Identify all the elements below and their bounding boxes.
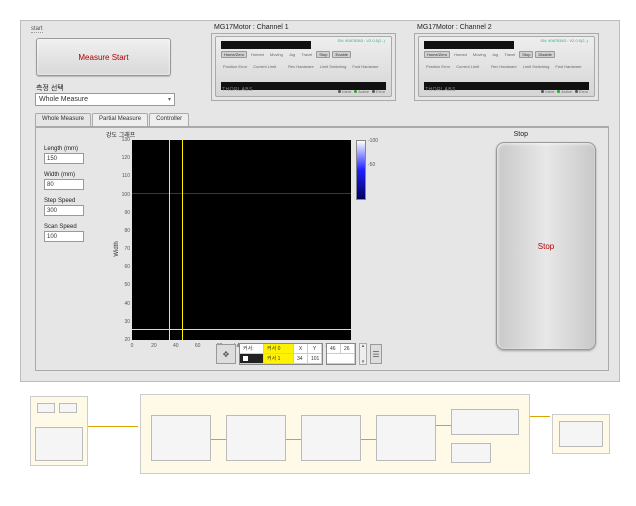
mode-section-label: 측정 선택 bbox=[36, 83, 64, 93]
active-led: Active bbox=[561, 89, 572, 94]
bd-panel-3 bbox=[552, 414, 610, 454]
cursor-header: 커서: bbox=[240, 344, 264, 354]
homed-led-label: Homed bbox=[249, 51, 266, 58]
stop-section-label: Stop bbox=[514, 131, 528, 138]
pan-tool-icon[interactable]: ✥ bbox=[216, 344, 236, 364]
tabs-container: Whole Measure Partial Measure Controller… bbox=[35, 113, 609, 371]
pos-error-label: Position Error bbox=[221, 63, 249, 70]
scan-speed-input[interactable]: 100 bbox=[44, 231, 84, 242]
active-led: Active bbox=[358, 89, 369, 94]
limit-sw-label: Limit Switching bbox=[521, 63, 552, 70]
bd-panel-1 bbox=[30, 396, 88, 466]
home-button[interactable]: Home/Zero bbox=[424, 51, 450, 58]
mode-select[interactable]: Whole Measure ▾ bbox=[35, 93, 175, 106]
inputs-panel: Length (mm) 150 Width (mm) 80 Step Speed… bbox=[44, 146, 99, 250]
error-led: Error bbox=[376, 89, 385, 94]
measure-start-button[interactable]: Measure Start bbox=[36, 38, 171, 76]
cursor-extra: 4626 bbox=[326, 343, 356, 365]
tab-body: Length (mm) 150 Width (mm) 80 Step Speed… bbox=[35, 127, 609, 371]
motor1-body: SN: 90878363 : V2.0.5(2..) Home/Zero Hom… bbox=[215, 36, 392, 97]
homed-led-label: Homed bbox=[452, 51, 469, 58]
motor1-brand: THORLABS bbox=[222, 87, 253, 93]
motor2-serial: SN: 90878363 : V2.0.5(2..) bbox=[540, 38, 588, 43]
current-limit-label: Current Limit bbox=[251, 63, 278, 70]
cursor-col-x: X bbox=[294, 344, 308, 354]
jog-label: Jog bbox=[287, 51, 297, 58]
cursor-row-1-name: 커서 1 bbox=[264, 354, 294, 364]
main-panel: start Measure Start 측정 선택 Whole Measure … bbox=[20, 20, 620, 382]
chart-tools: ✥ 커서: 커서 0 X Y 커서 1 34 101 bbox=[216, 342, 396, 366]
measure-start-label: Measure Start bbox=[78, 53, 128, 62]
ident-led: Ident bbox=[545, 89, 554, 94]
motor2-body: SN: 90878363 : V2.0.5(2..) Home/Zero Hom… bbox=[418, 36, 595, 97]
start-label: start bbox=[31, 26, 43, 33]
cursor-table: 커서: 커서 0 X Y 커서 1 34 101 bbox=[239, 343, 323, 365]
limit-sw-label: Limit Switching bbox=[318, 63, 349, 70]
motor2-brand: THORLABS bbox=[425, 87, 456, 93]
stop-button[interactable]: Stop bbox=[316, 51, 330, 58]
rev-hw-label: Rev Hardware bbox=[489, 63, 519, 70]
pos-error-label: Position Error bbox=[424, 63, 452, 70]
mode-select-value: Whole Measure bbox=[39, 96, 88, 103]
step-speed-label: Step Speed bbox=[44, 198, 99, 204]
motor1-row2: Position Error Current Limit Rev Hardwar… bbox=[221, 63, 386, 70]
motor1-leds: Ident Active Error bbox=[338, 89, 385, 94]
motor2-title: MG17Motor : Channel 2 bbox=[417, 24, 492, 31]
motor2-display bbox=[424, 41, 514, 49]
chart-title: 강도 그래프 bbox=[106, 130, 135, 139]
fwd-hw-label: Fwd Hardware bbox=[350, 63, 380, 70]
enable-button[interactable]: Enable bbox=[332, 51, 350, 58]
tab-controller[interactable]: Controller bbox=[149, 113, 189, 126]
cursor-0-x: 34 bbox=[294, 354, 308, 364]
motor2-row2: Position Error Current Limit Rev Hardwar… bbox=[424, 63, 589, 70]
stop-button-text: Stop bbox=[538, 242, 554, 251]
length-label: Length (mm) bbox=[44, 146, 99, 152]
tab-whole-measure[interactable]: Whole Measure bbox=[35, 113, 91, 126]
stop-button-large[interactable]: Stop bbox=[496, 142, 596, 350]
ident-led: Ident bbox=[342, 89, 351, 94]
block-diagram-strip bbox=[20, 386, 620, 486]
width-input[interactable]: 80 bbox=[44, 179, 84, 190]
cursor-col-y: Y bbox=[308, 344, 322, 354]
y-axis: 2030405060708090100110120130 bbox=[116, 140, 131, 340]
colorbar-max: -100 bbox=[368, 138, 378, 144]
colorbar-labels: -100 -50 bbox=[368, 138, 378, 186]
scan-speed-label: Scan Speed bbox=[44, 224, 99, 230]
error-led: Error bbox=[579, 89, 588, 94]
tool-options-icon[interactable]: ☰ bbox=[370, 344, 382, 364]
stop-button[interactable]: Stop bbox=[519, 51, 533, 58]
length-input[interactable]: 150 bbox=[44, 153, 84, 164]
dropdown-arrow-icon: ▾ bbox=[168, 96, 171, 103]
motor2-leds: Ident Active Error bbox=[541, 89, 588, 94]
fwd-hw-label: Fwd Hardware bbox=[553, 63, 583, 70]
travel-label: Travel bbox=[502, 51, 517, 58]
motor2-row1: Home/Zero Homed Moving Jog Travel Stop D… bbox=[424, 51, 589, 58]
tab-partial-measure[interactable]: Partial Measure bbox=[92, 113, 148, 126]
bd-panel-2 bbox=[140, 394, 530, 474]
width-label: Width (mm) bbox=[44, 172, 99, 178]
chart-area: Width 2030405060708090100110120130 Lengt… bbox=[116, 140, 351, 358]
home-button[interactable]: Home/Zero bbox=[221, 51, 247, 58]
motor1-title: MG17Motor : Channel 1 bbox=[214, 24, 289, 31]
colorbar bbox=[356, 140, 366, 200]
cursor-scrollbar[interactable] bbox=[359, 343, 367, 365]
motor1-serial: SN: 90878363 : V2.0.5(2..) bbox=[337, 38, 385, 43]
travel-label: Travel bbox=[299, 51, 314, 58]
cursor-0-y: 101 bbox=[308, 354, 322, 364]
moving-led-label: Moving bbox=[471, 51, 488, 58]
jog-label: Jog bbox=[490, 51, 500, 58]
cursor-row-0-name: 커서 0 bbox=[264, 344, 294, 354]
motor-panel-2: MG17Motor : Channel 2 SN: 90878363 : V2.… bbox=[414, 33, 599, 101]
moving-led-label: Moving bbox=[268, 51, 285, 58]
current-limit-label: Current Limit bbox=[454, 63, 481, 70]
rev-hw-label: Rev Hardware bbox=[286, 63, 316, 70]
motor1-display bbox=[221, 41, 311, 49]
disable-button[interactable]: Disable bbox=[535, 51, 554, 58]
tab-bar: Whole Measure Partial Measure Controller bbox=[35, 113, 609, 127]
step-speed-input[interactable]: 300 bbox=[44, 205, 84, 216]
intensity-plot[interactable] bbox=[132, 140, 351, 340]
colorbar-min: -50 bbox=[368, 162, 378, 168]
motor1-row1: Home/Zero Homed Moving Jog Travel Stop E… bbox=[221, 51, 386, 58]
motor-panel-1: MG17Motor : Channel 1 SN: 90878363 : V2.… bbox=[211, 33, 396, 101]
